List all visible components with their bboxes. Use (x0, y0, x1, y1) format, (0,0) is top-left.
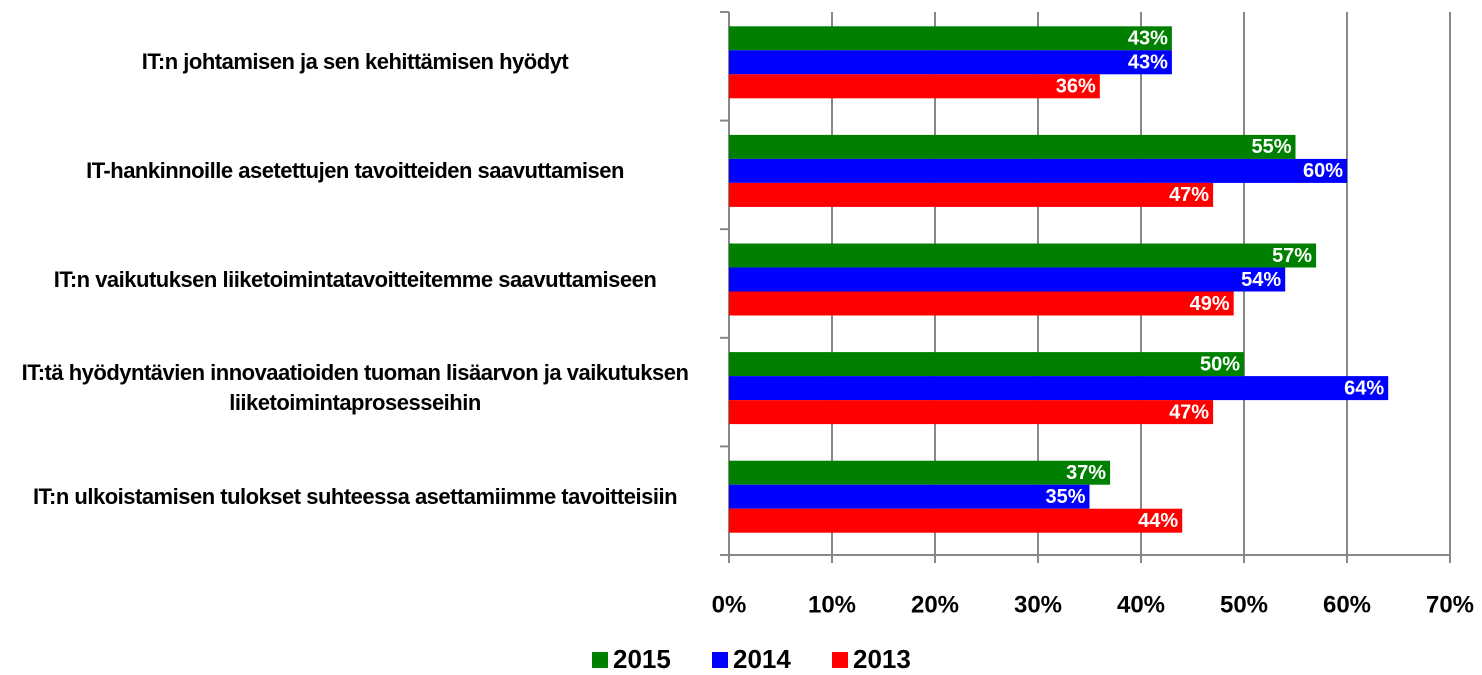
x-tick-label: 60% (1323, 591, 1371, 618)
x-tick-label: 30% (1014, 591, 1062, 618)
bar (729, 158, 1347, 183)
y-tick-label: IT:n vaikutuksen liiketoimintatavoitteit… (53, 266, 657, 292)
legend-swatch (832, 652, 848, 668)
data-label: 36% (1056, 76, 1096, 98)
data-label: 44% (1138, 510, 1178, 532)
data-label: 54% (1241, 269, 1281, 291)
x-tick-label: 20% (911, 591, 959, 618)
bar (729, 267, 1286, 292)
bar (729, 50, 1172, 75)
bar (729, 484, 1090, 509)
bar (729, 291, 1234, 316)
legend-label: 2014 (733, 644, 791, 674)
y-tick-label: IT-hankinnoille asetettujen tavoitteiden… (86, 157, 624, 183)
data-label: 55% (1251, 136, 1291, 158)
data-label: 49% (1190, 293, 1230, 315)
legend-swatch (712, 652, 728, 668)
bar (729, 26, 1172, 51)
data-label: 64% (1344, 377, 1384, 399)
data-label: 37% (1066, 462, 1106, 484)
legend-label: 2013 (853, 644, 911, 674)
x-tick-label: 50% (1220, 591, 1268, 618)
x-tick-label: 0% (712, 591, 747, 618)
bar (729, 74, 1100, 99)
bar (729, 352, 1244, 377)
data-label: 43% (1128, 52, 1168, 74)
legend-label: 2015 (613, 644, 671, 674)
bar (729, 134, 1296, 159)
data-label: 57% (1272, 245, 1312, 267)
bar (729, 376, 1389, 401)
data-label: 60% (1303, 160, 1343, 182)
data-label: 50% (1200, 353, 1240, 375)
bar (729, 243, 1317, 268)
x-tick-label: 70% (1426, 591, 1474, 618)
data-label: 43% (1128, 28, 1168, 50)
bar (729, 400, 1214, 425)
bar (729, 182, 1214, 207)
data-label: 47% (1169, 401, 1209, 423)
y-tick-label: IT:n johtamisen ja sen kehittämisen hyöd… (141, 49, 569, 75)
legend-swatch (592, 652, 608, 668)
y-tick-label: IT:tä hyödyntävien innovaatioiden tuoman… (21, 360, 689, 416)
data-label: 35% (1045, 486, 1085, 508)
data-label: 47% (1169, 184, 1209, 206)
bar (729, 508, 1183, 533)
y-tick-label: IT:n ulkoistamisen tulokset suhteessa as… (32, 483, 678, 509)
bar (729, 460, 1111, 485)
x-tick-label: 10% (808, 591, 856, 618)
x-tick-label: 40% (1117, 591, 1165, 618)
